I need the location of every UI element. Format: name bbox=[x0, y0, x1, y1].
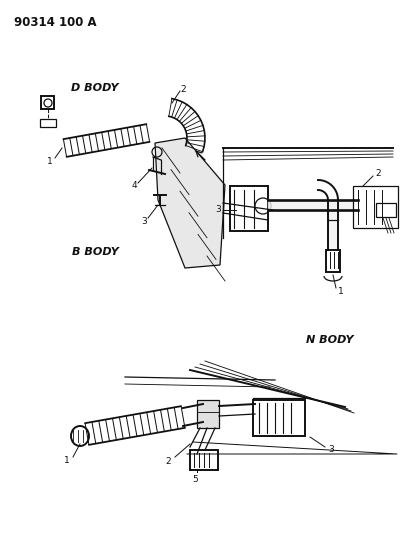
Ellipse shape bbox=[71, 426, 89, 446]
Text: 4: 4 bbox=[131, 182, 136, 190]
Bar bbox=[352, 186, 397, 228]
Text: 2: 2 bbox=[165, 457, 170, 466]
Text: 90314 100 A: 90314 100 A bbox=[14, 16, 96, 29]
Text: 1: 1 bbox=[64, 456, 70, 465]
Bar bbox=[375, 203, 395, 217]
Text: 2: 2 bbox=[180, 85, 185, 93]
Bar bbox=[325, 250, 339, 272]
Polygon shape bbox=[155, 138, 225, 268]
Text: 1: 1 bbox=[47, 157, 53, 166]
Bar bbox=[252, 400, 304, 436]
Bar bbox=[41, 96, 54, 109]
Text: D BODY: D BODY bbox=[71, 83, 118, 93]
Text: B BODY: B BODY bbox=[71, 247, 118, 257]
Text: 1: 1 bbox=[337, 287, 343, 296]
Text: N BODY: N BODY bbox=[306, 335, 353, 345]
Bar bbox=[190, 450, 217, 470]
Text: 3: 3 bbox=[215, 206, 220, 214]
Text: 3: 3 bbox=[327, 446, 333, 455]
Text: 3: 3 bbox=[141, 217, 146, 227]
Text: 5: 5 bbox=[192, 475, 197, 484]
Bar bbox=[229, 186, 267, 231]
Bar bbox=[40, 119, 56, 127]
Text: 2: 2 bbox=[374, 168, 380, 177]
Bar bbox=[196, 400, 219, 428]
